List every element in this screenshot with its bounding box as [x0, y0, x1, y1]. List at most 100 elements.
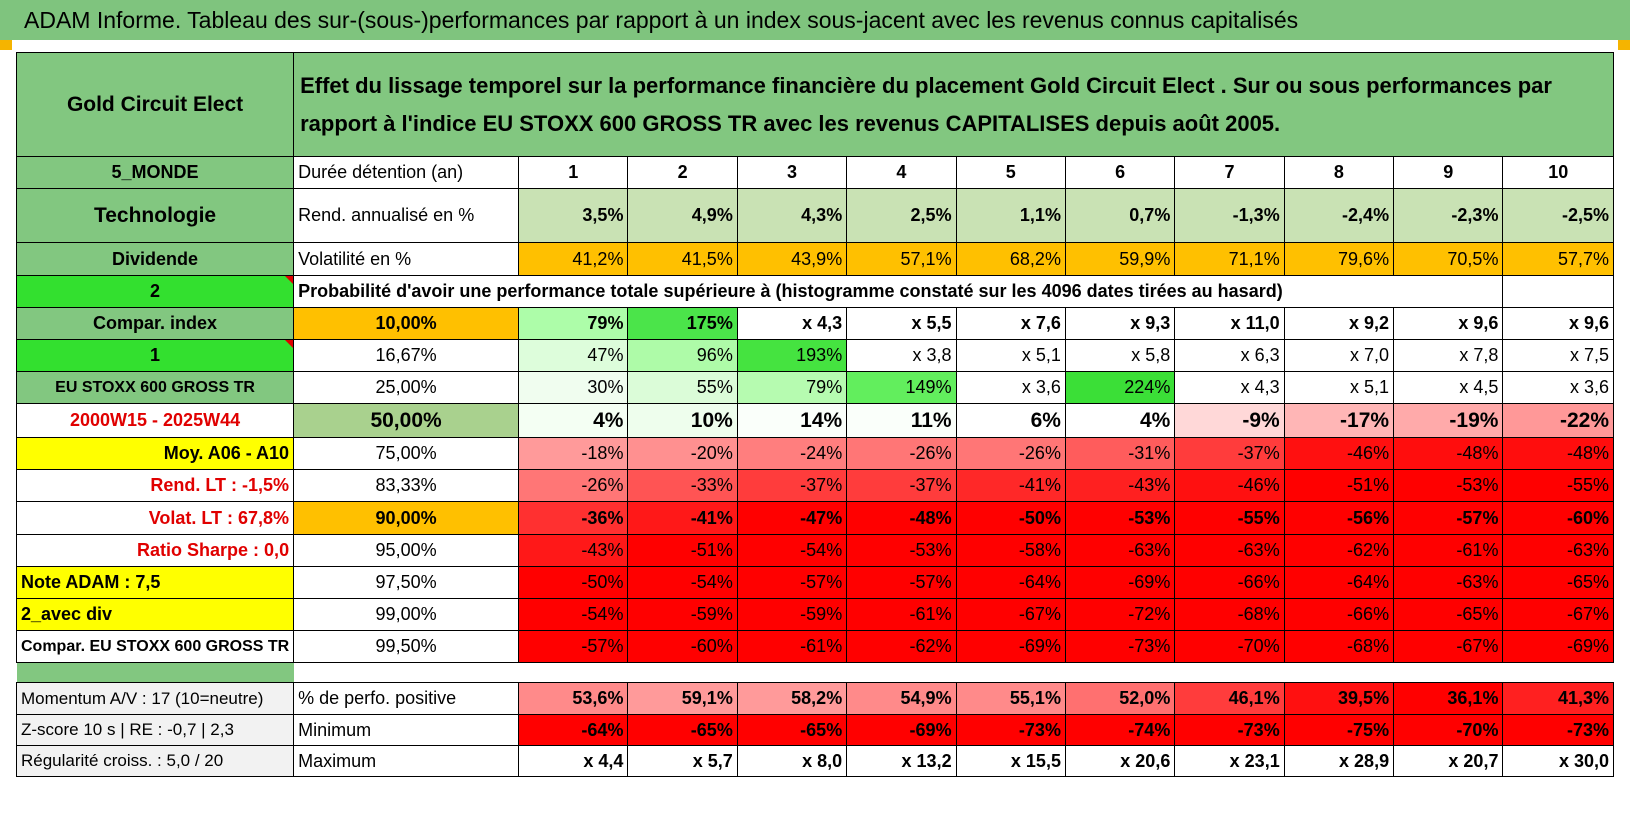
percentile-label: 16,67%	[293, 339, 520, 372]
percentile-value: -17%	[1283, 403, 1395, 438]
percentile-value: -67%	[955, 598, 1066, 631]
percentile-value: -72%	[1064, 598, 1176, 631]
percentile-value: 149%	[846, 371, 957, 404]
percentile-value: -55%	[1174, 501, 1285, 535]
percentile-value: -51%	[627, 534, 738, 567]
volatility-value-3: 43,9%	[736, 242, 848, 276]
year-header-6: 6	[1064, 156, 1176, 189]
maximum-value-6: x 20,6	[1064, 745, 1176, 777]
percentile-value: -48%	[1502, 437, 1614, 470]
volatility-value-2: 41,5%	[627, 242, 738, 276]
percentile-value: -61%	[1393, 534, 1504, 567]
percentile-value: -73%	[1064, 630, 1176, 663]
percentile-value: x 7,6	[955, 307, 1066, 340]
minimum-value-2: -65%	[627, 714, 738, 746]
percentile-value: -65%	[1502, 566, 1614, 599]
rend-value-1: 3,5%	[518, 188, 629, 243]
vol-label: Volatilité en %	[293, 242, 520, 276]
percentile-value: -54%	[736, 534, 848, 567]
percentile-value: 14%	[736, 403, 848, 438]
percentile-row: EU STOXX 600 GROSS TR 25,00% 30% 55% 79% 149%…	[15, 371, 1614, 404]
positive-value-7: 46,1%	[1174, 682, 1285, 715]
percentile-label: 95,00%	[293, 534, 520, 567]
percentile-value: x 7,8	[1393, 339, 1504, 372]
year-header-7: 7	[1174, 156, 1285, 189]
zscore-cell: Z-score 10 s | RE : -0,7 | 2,3	[15, 714, 295, 746]
regularity-cell: Régularité croiss. : 5,0 / 20	[15, 745, 295, 777]
minimum-value-8: -75%	[1283, 714, 1395, 746]
positive-value-5: 55,1%	[955, 682, 1066, 715]
spacer	[294, 663, 1614, 683]
index-name-cell: EU STOXX 600 GROSS TR	[15, 371, 295, 404]
volatility-value-6: 59,9%	[1064, 242, 1176, 276]
percentile-row: Compar. EU STOXX 600 GROSS TR 99,50% -57% -…	[15, 630, 1614, 663]
volat-lt-cell: Volat. LT : 67,8%	[15, 501, 295, 535]
percentile-value: x 11,0	[1174, 307, 1285, 340]
minimum-value-6: -74%	[1064, 714, 1176, 746]
percentile-value: -26%	[518, 469, 629, 502]
percentile-value: x 9,6	[1502, 307, 1614, 340]
positive-value-2: 59,1%	[627, 682, 738, 715]
percentile-value: x 4,5	[1393, 371, 1504, 404]
percentile-label: 25,00%	[293, 371, 520, 404]
percentile-value: 193%	[736, 339, 848, 372]
sharpe-cell: Ratio Sharpe : 0,0	[15, 534, 295, 567]
percentile-value: x 7,5	[1502, 339, 1614, 372]
percentile-row: Volat. LT : 67,8% 90,00% -36% -41% -47% -48% -…	[15, 501, 1614, 535]
percentile-value: -59%	[736, 598, 848, 631]
rend-value-10: -2,5%	[1502, 188, 1614, 243]
percentile-value: 11%	[846, 403, 957, 438]
region-cell: 5_MONDE	[15, 156, 295, 189]
percentile-value: -61%	[846, 598, 957, 631]
percentile-value: -57%	[736, 566, 848, 599]
minimum-value-7: -73%	[1174, 714, 1285, 746]
positive-value-8: 39,5%	[1283, 682, 1395, 715]
maximum-value-10: x 30,0	[1502, 745, 1614, 777]
maximum-label: Maximum	[293, 745, 520, 777]
percentile-value: -66%	[1174, 566, 1285, 599]
percentile-value: -53%	[1393, 469, 1504, 502]
dividend-value-cell: 2	[15, 275, 295, 308]
corner-marker-left	[0, 40, 12, 50]
minimum-value-1: -64%	[518, 714, 629, 746]
percentile-value: x 6,3	[1174, 339, 1285, 372]
percentile-value: 175%	[627, 307, 738, 340]
duree-label: Durée détention (an)	[293, 156, 520, 189]
percentile-value: x 7,0	[1283, 339, 1395, 372]
percentile-value: -22%	[1502, 403, 1614, 438]
percentile-value: -57%	[1393, 501, 1504, 535]
positive-value-9: 36,1%	[1393, 682, 1504, 715]
report-title: ADAM Informe. Tableau des sur-(sous-)per…	[0, 0, 1630, 40]
percentile-value: 47%	[518, 339, 629, 372]
year-header-1: 1	[518, 156, 629, 189]
percentile-value: -46%	[1174, 469, 1285, 502]
rend-value-4: 2,5%	[846, 188, 957, 243]
note-adam-cell: Note ADAM : 7,5	[15, 566, 295, 599]
percentile-row: 1 16,67% 47% 96% 193% x 3,8 x 5,1 x 5,8 x 6,3 x 7…	[15, 339, 1614, 372]
volatility-value-10: 57,7%	[1502, 242, 1614, 276]
percentile-value: -63%	[1393, 566, 1504, 599]
percentile-value: -64%	[1283, 566, 1395, 599]
maximum-value-1: x 4,4	[518, 745, 629, 777]
percentile-value: 4%	[518, 403, 629, 438]
percentile-value: -53%	[846, 534, 957, 567]
percentile-value: -51%	[1283, 469, 1395, 502]
percentile-value: 79%	[736, 371, 848, 404]
sector-cell: Technologie	[15, 188, 295, 243]
year-header-3: 3	[736, 156, 848, 189]
percentile-value: 224%	[1064, 371, 1176, 404]
percentile-value: -53%	[1064, 501, 1176, 535]
percentile-value: -54%	[518, 598, 629, 631]
percentile-value: -57%	[846, 566, 957, 599]
percentile-value: -43%	[518, 534, 629, 567]
percentile-value: -59%	[627, 598, 738, 631]
percentile-value: 30%	[518, 371, 629, 404]
volatility-value-8: 79,6%	[1283, 242, 1395, 276]
percentile-value: -19%	[1393, 403, 1504, 438]
maximum-value-2: x 5,7	[627, 745, 738, 777]
rend-value-2: 4,9%	[627, 188, 738, 243]
percentile-value: -37%	[1174, 437, 1285, 470]
empty-cell	[1502, 275, 1614, 308]
percentile-value: -55%	[1502, 469, 1614, 502]
positive-value-4: 54,9%	[846, 682, 957, 715]
